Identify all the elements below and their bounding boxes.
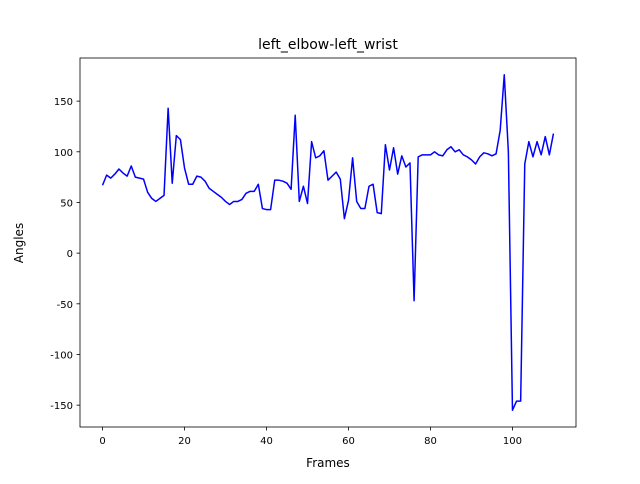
x-tick-label: 60 <box>342 436 355 447</box>
x-tick-label: 80 <box>424 436 437 447</box>
data-line <box>101 74 555 411</box>
y-tick-label: -100 <box>50 350 73 361</box>
y-tick-label: 50 <box>60 198 73 209</box>
y-axis-label: Angles <box>12 223 26 263</box>
y-tick-label: 0 <box>67 249 73 260</box>
y-tick-label: 150 <box>54 97 73 108</box>
y-tick-label: -50 <box>57 300 73 311</box>
y-tick-label: -150 <box>50 401 73 412</box>
x-tick-label: 40 <box>260 436 273 447</box>
y-tick-label: 100 <box>54 148 73 159</box>
chart-title: left_elbow-left_wrist <box>258 37 398 53</box>
plot-area <box>101 74 555 411</box>
x-tick-label: 20 <box>178 436 191 447</box>
x-tick-label: 100 <box>503 436 522 447</box>
axes-frame <box>79 57 577 428</box>
x-axis-label: Frames <box>306 456 350 470</box>
x-tick-label: 0 <box>99 436 105 447</box>
